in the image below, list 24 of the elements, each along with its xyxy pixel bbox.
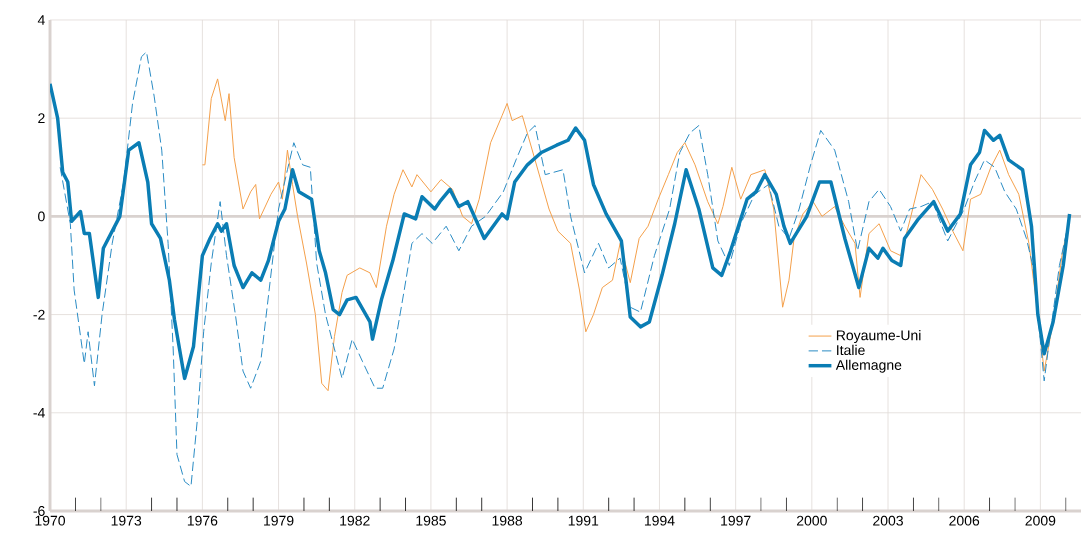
y-tick-label: 2 — [38, 113, 45, 124]
x-tick-label: 1994 — [644, 515, 675, 526]
x-tick-label: 1991 — [568, 515, 599, 526]
x-tick-label: 1973 — [111, 515, 142, 526]
legend-label: Italie — [837, 344, 865, 356]
x-tick-label: 2003 — [873, 515, 903, 526]
legend-label: Royaume-Uni — [836, 330, 921, 344]
x-tick-label: 1979 — [264, 515, 294, 526]
x-tick-label: 1988 — [492, 515, 523, 526]
legend-label: Allemagne — [835, 359, 902, 373]
y-tick-label: 4 — [37, 15, 45, 25]
x-tick-label: 1982 — [340, 515, 370, 526]
x-tick-label: 1997 — [721, 515, 751, 526]
x-tick-label: 1985 — [416, 515, 446, 526]
line-series — [50, 82, 1072, 381]
x-tick-label: 2006 — [949, 515, 980, 526]
x-tick-label: 1970 — [35, 515, 66, 526]
y-tick-label: -2 — [33, 309, 45, 320]
x-tick-label: 1976 — [187, 515, 218, 526]
y-tick-label: -4 — [33, 407, 45, 418]
x-tick-label: 2009 — [1025, 515, 1056, 526]
y-tick-label: 0 — [38, 211, 45, 222]
y-tick-label: -6 — [33, 506, 45, 516]
x-tick-label: 2000 — [796, 515, 827, 526]
